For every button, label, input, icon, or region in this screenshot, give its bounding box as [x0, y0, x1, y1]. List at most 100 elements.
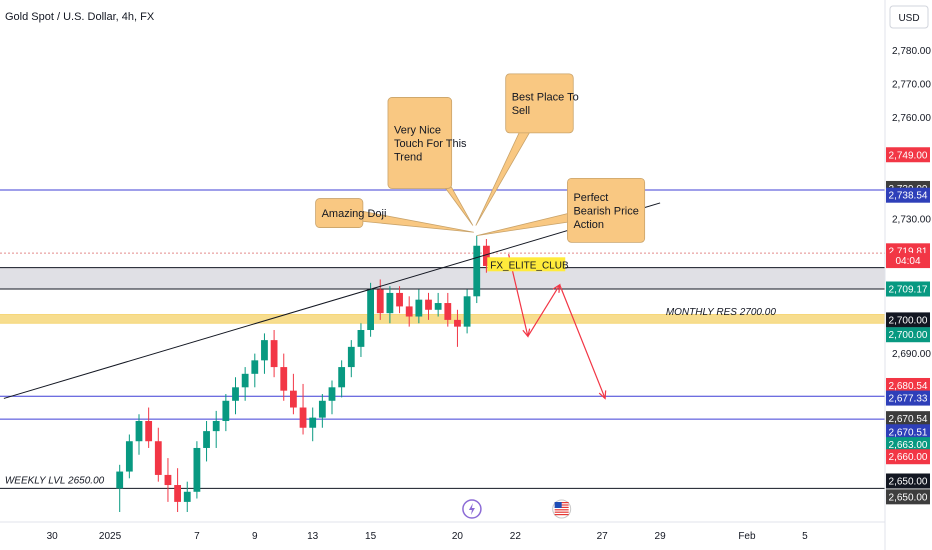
callout-box-2 — [505, 73, 574, 134]
price-badges: 2,749.002,739.002,738.542,719.8104:042,7… — [886, 147, 930, 505]
callout-text-1-2: Trend — [394, 151, 422, 163]
candle-body-1 — [125, 441, 133, 472]
candle-body-16 — [270, 340, 278, 368]
price-badge-text-10: 2,670.54 — [889, 414, 928, 425]
callout-text-3-1: Bearish Price — [573, 205, 638, 217]
x-tick-label-9: 29 — [655, 531, 667, 542]
price-badge-text-12: 2,663.00 — [889, 440, 928, 451]
candle-body-28 — [386, 292, 394, 314]
trendline — [3, 202, 661, 399]
callouts-layer: Amazing Doji Very Nice Touch For ThisTrend… — [315, 73, 646, 243]
candle-body-35 — [454, 319, 461, 327]
callout-text-1-1: Touch For This — [394, 138, 467, 150]
callout-text-3-0: Perfect — [573, 192, 608, 204]
candle-body-9 — [203, 431, 210, 448]
candle-body-11 — [222, 400, 230, 422]
zone-1 — [0, 314, 885, 324]
candle-body-6 — [174, 485, 181, 502]
price-badge-0 — [886, 147, 930, 163]
candle-body-25 — [357, 330, 365, 347]
price-badge-6 — [886, 312, 930, 328]
x-tick-label-10: Feb — [738, 531, 756, 542]
price-badge-9 — [886, 390, 930, 406]
price-badge-text-8: 2,680.54 — [889, 381, 928, 392]
y-tick-label-1: 2,730.00 — [892, 214, 931, 225]
x-tick-label-1: 2025 — [99, 531, 122, 542]
x-tick-label-11: 5 — [802, 531, 808, 542]
price-badge-7 — [886, 327, 930, 343]
forecast-segment-1 — [527, 284, 561, 337]
x-tick-label-6: 20 — [452, 531, 464, 542]
candle-body-17 — [280, 367, 288, 391]
y-tick-label-3: 2,770.00 — [892, 79, 931, 90]
candle-body-15 — [261, 340, 268, 361]
candle-body-2 — [135, 421, 143, 442]
candle-body-13 — [241, 373, 249, 388]
candle-body-34 — [444, 303, 452, 320]
price-badge-text-0: 2,749.00 — [889, 150, 928, 161]
time-axis[interactable]: 30 2025 7 9 13 15 20 22 27 29 Feb 5 — [47, 531, 808, 542]
candle-body-21 — [318, 400, 326, 418]
price-badge-10 — [886, 411, 930, 427]
tag-text: FX_ELITE_CLUB — [490, 260, 569, 271]
price-badge-8 — [886, 377, 930, 393]
us-flag-stripe-3 — [554, 509, 569, 511]
price-badge-text-13: 2,660.00 — [889, 452, 928, 463]
candle-body-30 — [405, 306, 413, 317]
tag-background — [487, 257, 566, 272]
candle-body-18 — [290, 390, 297, 408]
drawings-layer: FX_ELITE_CLUB MONTHLY RES 2700.00 WEEKLY L… — [3, 202, 776, 486]
y-tick-label-2: 2,760.00 — [892, 113, 931, 124]
candle-body-19 — [299, 407, 307, 428]
candles-layer — [116, 235, 490, 512]
zones-layer — [0, 267, 885, 324]
price-badge-text-3: 2,719.81 — [889, 246, 928, 257]
candle-body-4 — [154, 441, 162, 475]
candle-body-8 — [193, 447, 201, 492]
callout-text-1-0: Very Nice — [394, 124, 441, 136]
level-label-1: WEEKLY LVL 2650.00 — [5, 475, 105, 486]
x-tick-label-3: 9 — [252, 531, 258, 542]
candle-body-26 — [367, 289, 374, 331]
candle-body-27 — [376, 289, 384, 314]
y-tick-label-4: 2,780.00 — [892, 46, 931, 57]
candle-body-24 — [347, 346, 355, 368]
candle-body-36 — [463, 296, 471, 327]
candle-body-5 — [164, 474, 172, 486]
candle-body-0 — [116, 471, 124, 489]
price-badge-text-11: 2,670.51 — [889, 427, 928, 438]
price-badge-text-14: 2,650.00 — [889, 476, 928, 487]
x-tick-label-2: 7 — [194, 531, 200, 542]
price-badge-14 — [886, 473, 930, 489]
currency-button[interactable] — [889, 5, 929, 29]
callout-text-0-0: Amazing Doji — [322, 208, 387, 220]
price-badge-2 — [886, 187, 930, 203]
price-badge-15 — [886, 489, 930, 505]
forecast-arrowhead-2 — [598, 390, 607, 400]
callout-text-2-0: Best Place To — [512, 92, 579, 104]
x-tick-label-8: 27 — [597, 531, 609, 542]
price-badge-text-4: 04:04 — [895, 256, 920, 267]
price-axis[interactable]: USD 2,690.00 2,730.00 2,760.00 2,770.00 2,78… — [889, 5, 931, 360]
us-flag-canton — [554, 502, 562, 508]
price-badge-text-9: 2,677.33 — [889, 394, 928, 405]
price-badge-5 — [886, 281, 930, 297]
forecast-segment-2 — [559, 284, 606, 399]
chart-title: Gold Spot / U.S. Dollar, 4h, FX — [5, 11, 155, 23]
price-badge-11 — [886, 424, 930, 440]
candle-body-7 — [183, 491, 191, 502]
candle-body-22 — [328, 387, 336, 401]
currency-label: USD — [898, 13, 919, 24]
callout-box-3 — [567, 177, 646, 243]
candle-body-33 — [434, 303, 442, 310]
candle-body-14 — [251, 360, 259, 374]
callout-box-1 — [387, 97, 453, 189]
candle-body-38 — [483, 245, 490, 266]
x-tick-label-5: 15 — [365, 531, 377, 542]
price-badge-4 — [886, 253, 930, 269]
callout-text-3-2: Action — [573, 219, 604, 231]
price-badge-text-15: 2,650.00 — [889, 492, 928, 503]
x-tick-label-0: 30 — [47, 531, 59, 542]
us-flag-stripe-5 — [554, 514, 569, 516]
